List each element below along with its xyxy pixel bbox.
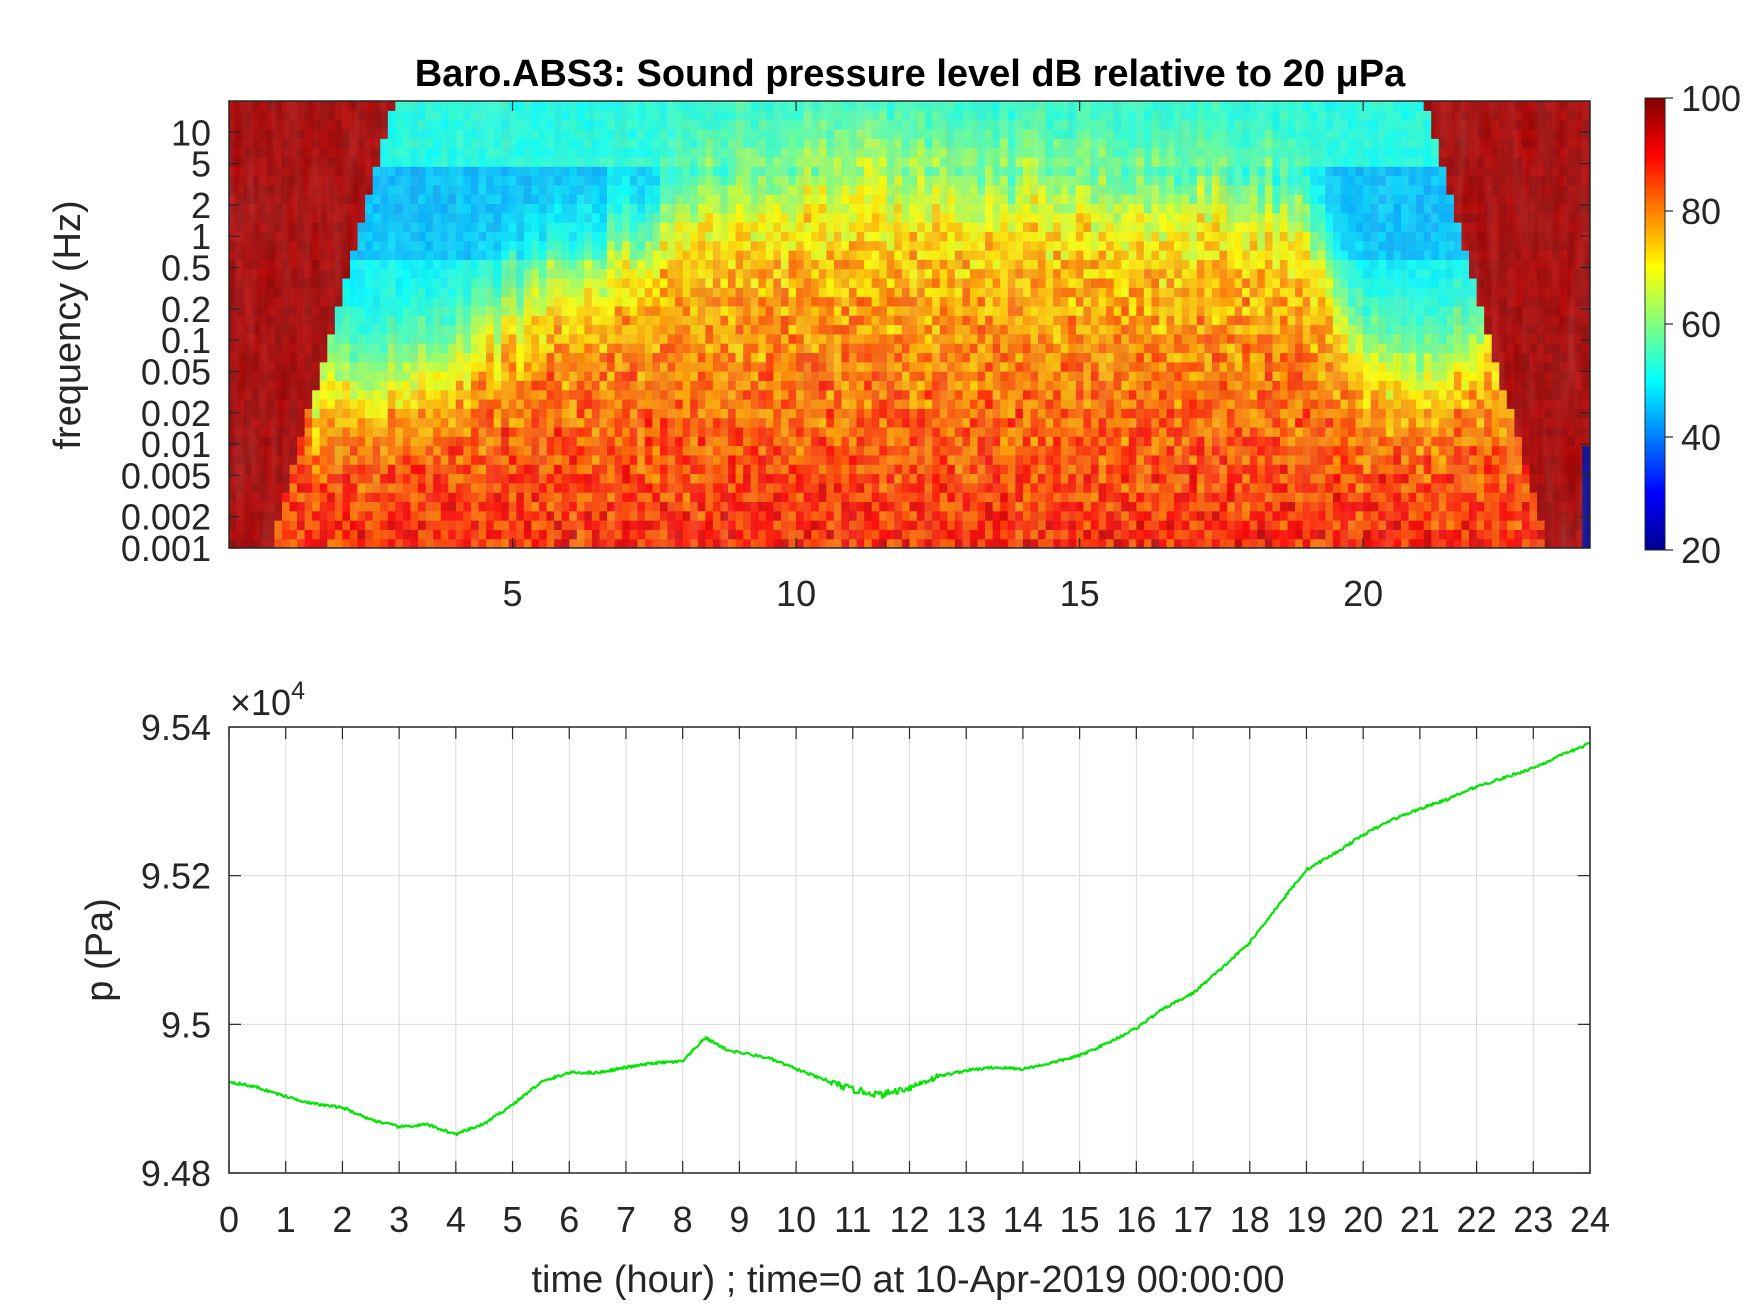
spectrogram-title: Baro.ABS3: Sound pressure level dB relat…: [415, 53, 1406, 95]
spectrogram-panel: Baro.ABS3: Sound pressure level dB relat…: [47, 53, 1591, 614]
